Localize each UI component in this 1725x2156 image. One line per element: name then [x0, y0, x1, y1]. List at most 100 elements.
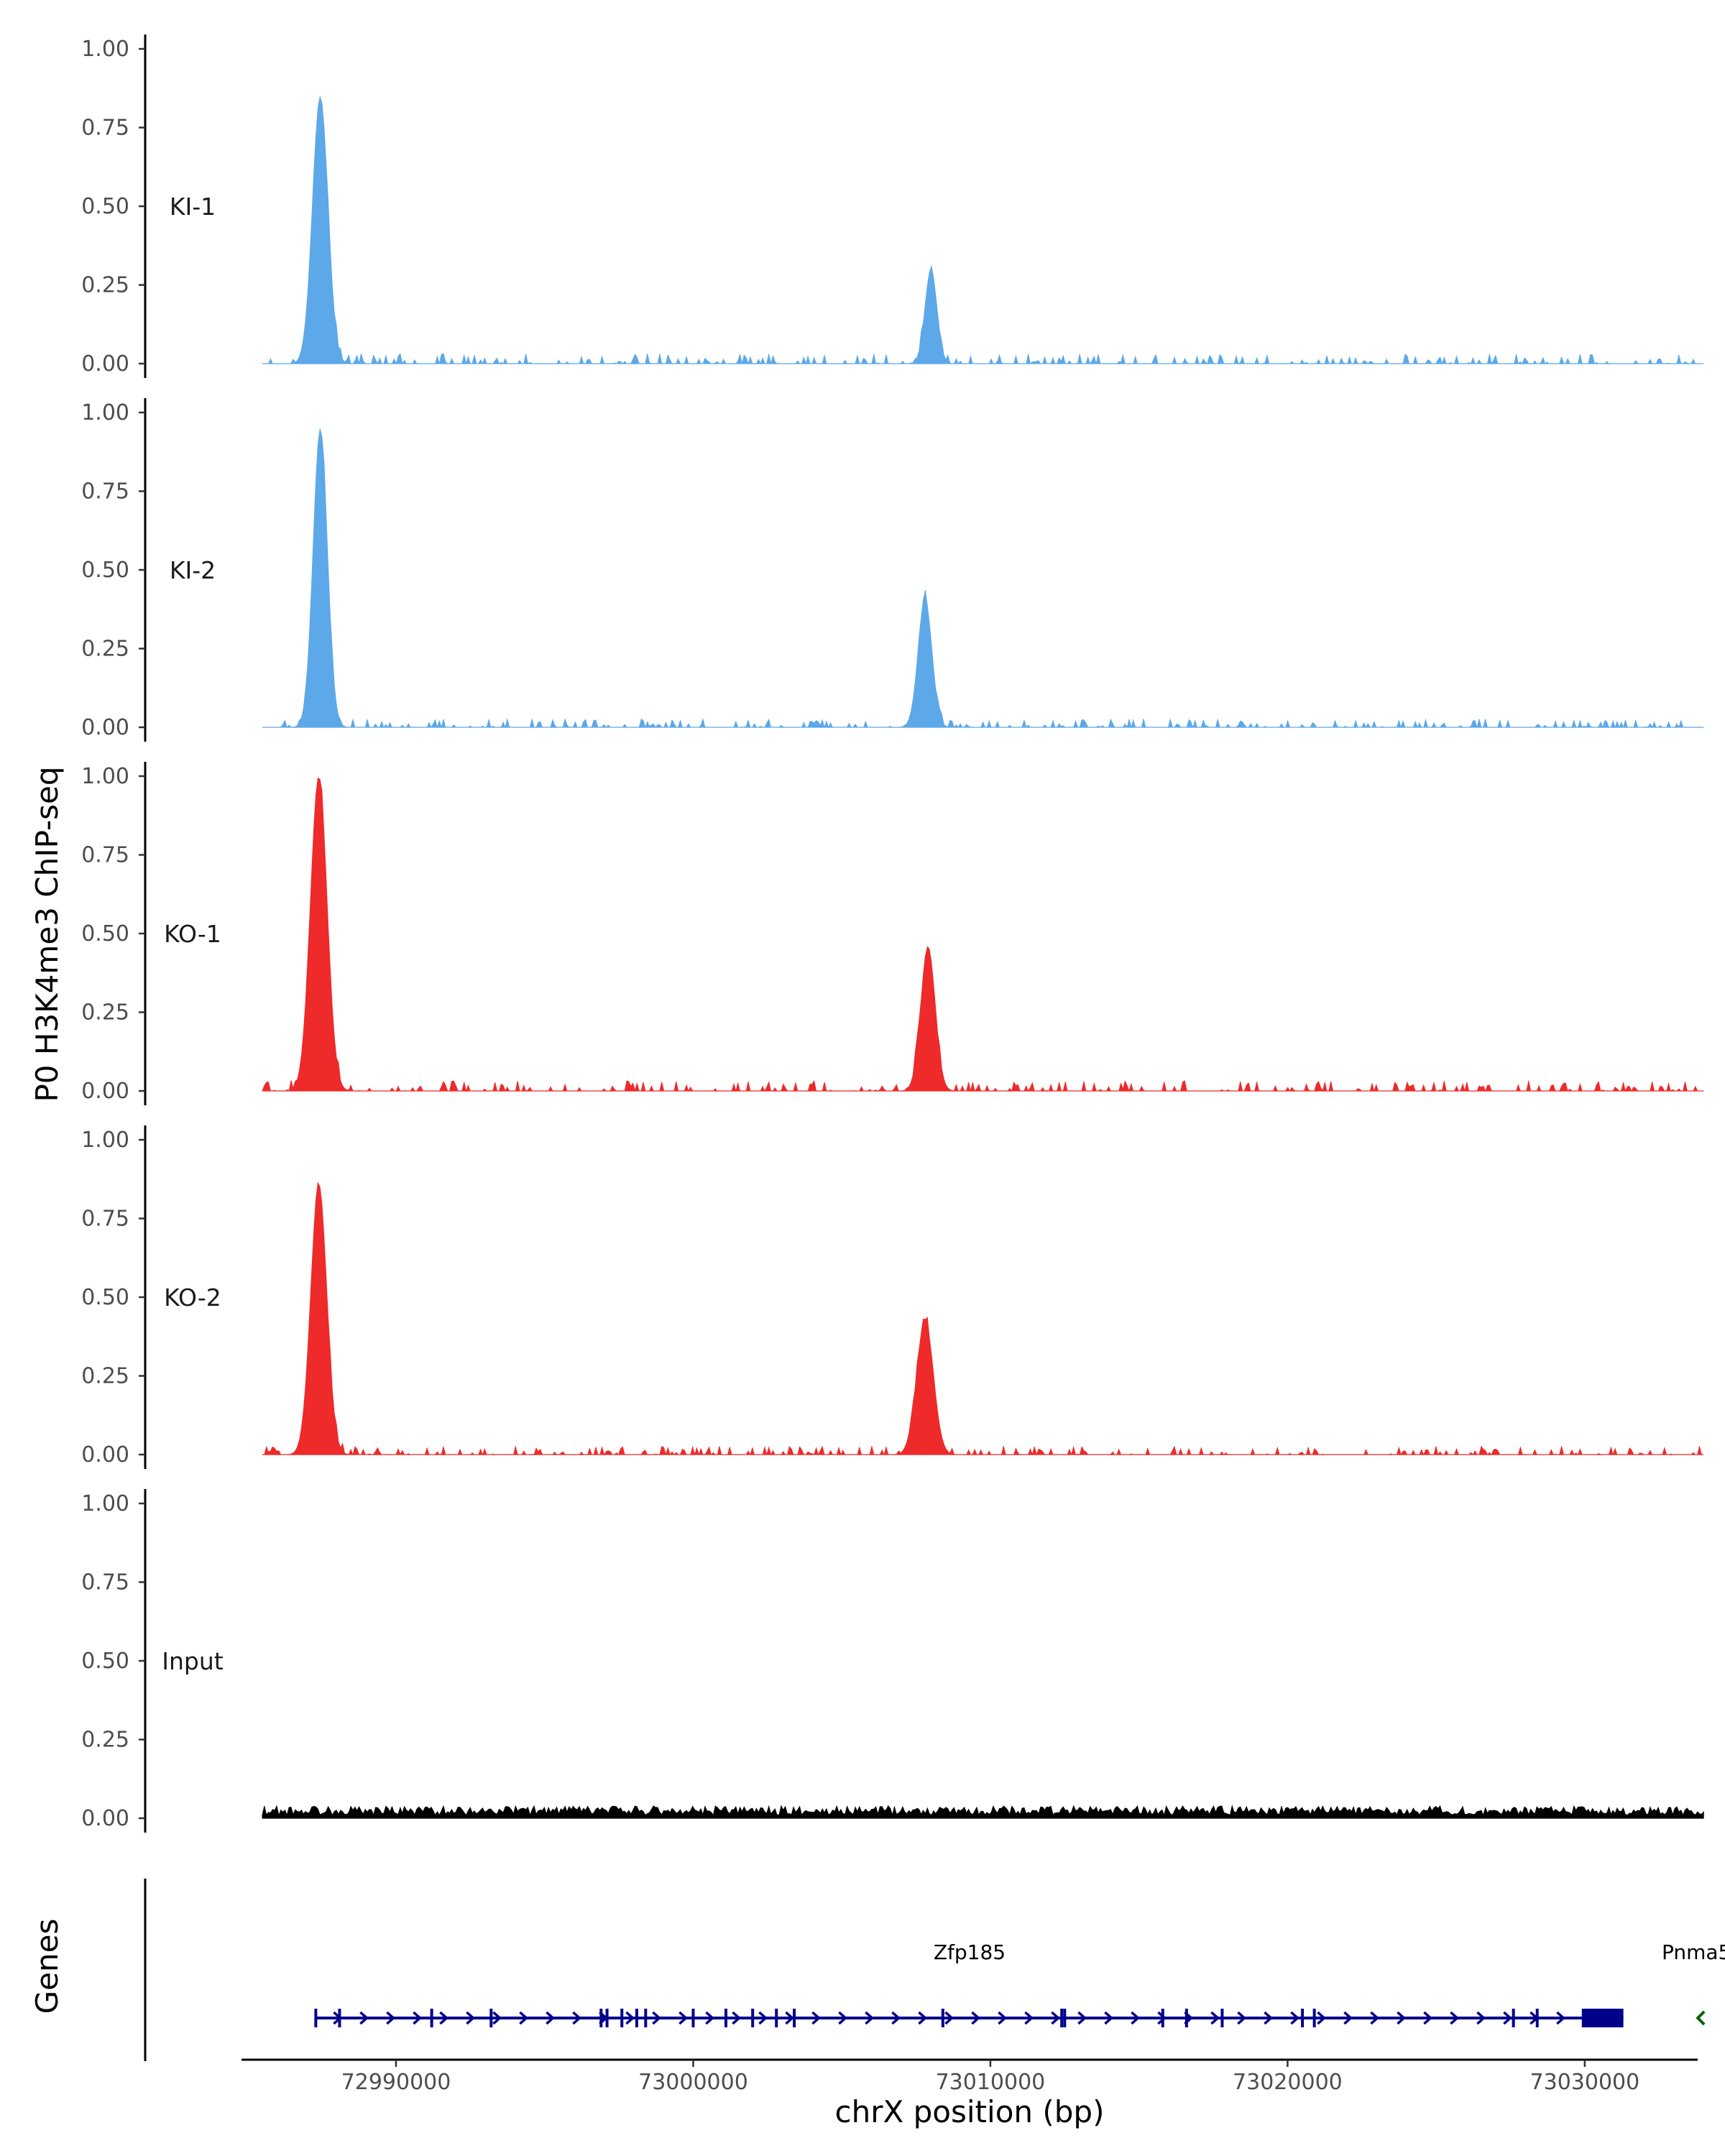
strand-arrow [652, 2011, 662, 2025]
x-tick-label: 72990000 [341, 2070, 451, 2095]
y-tick-label: 0.50 [81, 558, 129, 583]
x-tick-label: 73030000 [1530, 2070, 1640, 2095]
y-tick-label: 0.75 [81, 843, 129, 868]
track-ki-1: 0.00 0.25 0.50 0.75 1.00 KI-1 [81, 34, 1704, 378]
strand-arrow [1397, 2011, 1407, 2025]
strand-arrow [732, 2011, 742, 2025]
strand-arrow [439, 2011, 449, 2025]
strand-arrow [413, 2011, 423, 2025]
y-tick-label: 0.25 [81, 1000, 129, 1026]
strand-arrow [705, 2011, 715, 2025]
x-tick-label: 73000000 [638, 2070, 748, 2095]
strand-arrow [1317, 2011, 1327, 2025]
genes-panel-label: Genes [29, 1919, 65, 2014]
y-tick-label: 0.00 [81, 715, 129, 740]
y-tick-label: 0.50 [81, 1649, 129, 1674]
genes-panel: Genes Zfp185 Pnma5 [29, 1879, 1725, 2061]
strand-arrow [971, 2011, 981, 2025]
strand-arrow [891, 2011, 901, 2025]
strand-arrow [998, 2011, 1008, 2025]
gene-zfp185: Zfp185 [314, 1940, 1624, 2027]
strand-arrow [1104, 2011, 1114, 2025]
y-tick-label: 0.50 [81, 1285, 129, 1310]
y-tick-label: 0.75 [81, 1570, 129, 1595]
y-tick-label: 0.00 [81, 1806, 129, 1831]
y-tick-label: 0.75 [81, 479, 129, 505]
strand-arrow [1343, 2011, 1353, 2025]
strand-arrow [359, 2011, 369, 2025]
y-tick-label: 0.00 [81, 1079, 129, 1104]
coding-block [1581, 2009, 1624, 2027]
y-tick-label: 1.00 [81, 37, 129, 62]
signal-area-ko-2 [262, 1181, 1704, 1456]
strand-arrow [811, 2011, 822, 2025]
strand-arrow [466, 2011, 476, 2025]
track-ko-2: 0.00 0.25 0.50 0.75 1.00 KO-2 [81, 1125, 1704, 1469]
gene-pnma5: Pnma5 [1662, 1940, 1725, 2026]
y-tick-label: 0.00 [81, 1442, 129, 1468]
strand-arrow [865, 2011, 875, 2025]
strand-arrow [1024, 2011, 1034, 2025]
strand-arrow [1290, 2011, 1300, 2025]
strand-arrow [1237, 2011, 1247, 2025]
y-axis-title: P0 H3K4me3 ChIP-seq [29, 766, 65, 1102]
track-label: Input [162, 1647, 224, 1675]
track-ki-2: 0.00 0.25 0.50 0.75 1.00 KI-2 [81, 398, 1704, 742]
tracks-group: 0.00 0.25 0.50 0.75 1.00 KI-1 0.00 0.25 0.50 0.75… [81, 34, 1704, 1833]
strand-arrow [1450, 2011, 1460, 2025]
track-input: 0.00 0.25 0.50 0.75 1.00 Input [81, 1489, 1704, 1833]
strand-arrow [758, 2011, 768, 2025]
signal-area-ki-1 [262, 96, 1704, 365]
signal-area-ko-1 [262, 777, 1704, 1092]
strand-arrow [678, 2011, 689, 2025]
strand-arrow [1051, 2011, 1061, 2025]
strand-arrow [1696, 2010, 1706, 2026]
y-tick-label: 1.00 [81, 764, 129, 789]
strand-arrow [1423, 2011, 1433, 2025]
y-tick-label: 0.00 [81, 351, 129, 377]
y-tick-label: 0.75 [81, 116, 129, 141]
track-label: KO-2 [164, 1284, 221, 1312]
x-tick-label: 73010000 [936, 2070, 1046, 2095]
strand-arrow [1556, 2011, 1566, 2025]
strand-arrow [785, 2011, 795, 2025]
y-tick-label: 1.00 [81, 1491, 129, 1516]
strand-arrow [492, 2011, 502, 2025]
track-label: KI-1 [170, 193, 216, 221]
y-tick-label: 0.25 [81, 1728, 129, 1753]
x-tick-label: 73020000 [1233, 2070, 1343, 2095]
y-tick-label: 0.25 [81, 637, 129, 662]
y-tick-label: 0.50 [81, 921, 129, 946]
strand-arrow [1370, 2011, 1380, 2025]
y-tick-label: 0.50 [81, 194, 129, 219]
gene-name-label: Zfp185 [934, 1940, 1006, 1964]
strand-arrow [944, 2011, 954, 2025]
strand-arrow [1476, 2011, 1486, 2025]
y-tick-label: 0.75 [81, 1207, 129, 1232]
strand-arrow [1210, 2011, 1220, 2025]
strand-arrow [1131, 2011, 1141, 2025]
y-tick-label: 0.25 [81, 273, 129, 298]
strand-arrow [572, 2011, 582, 2025]
strand-arrow [625, 2011, 635, 2025]
signal-area-ki-2 [262, 428, 1704, 729]
strand-arrow [1157, 2011, 1167, 2025]
strand-arrow [386, 2011, 396, 2025]
signal-area-input [262, 1805, 1704, 1819]
gene-name-label: Pnma5 [1662, 1940, 1725, 1964]
x-axis-title: chrX position (bp) [835, 2094, 1105, 2129]
track-label: KO-1 [164, 920, 221, 948]
y-tick-label: 1.00 [81, 400, 129, 425]
strand-arrow [519, 2011, 529, 2025]
strand-arrow [1077, 2011, 1087, 2025]
strand-arrow [1264, 2011, 1274, 2025]
strand-arrow [546, 2011, 556, 2025]
y-tick-label: 1.00 [81, 1128, 129, 1153]
y-tick-label: 0.25 [81, 1364, 129, 1389]
track-ko-1: 0.00 0.25 0.50 0.75 1.00 KO-1 [81, 762, 1704, 1105]
strand-arrow [1503, 2011, 1513, 2025]
track-label: KI-2 [170, 556, 216, 584]
strand-arrow [918, 2011, 928, 2025]
x-axis: 72990000 73000000 73010000 73020000 73030000 [242, 2058, 1698, 2095]
